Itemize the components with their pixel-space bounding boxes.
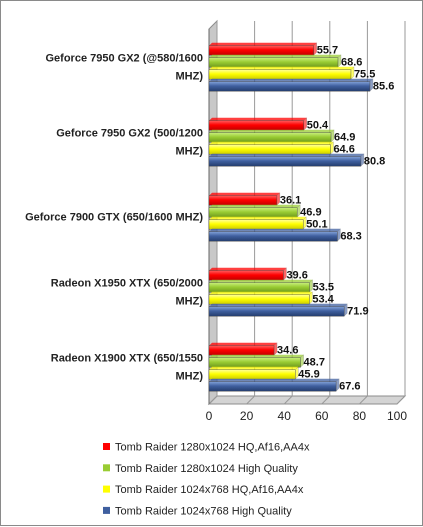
x-tick-label: 20	[240, 409, 254, 423]
data-label: 68.6	[341, 57, 362, 69]
bar-top	[209, 54, 341, 58]
data-label: 45.9	[298, 369, 319, 381]
gridline-floor	[246, 395, 255, 405]
bar	[208, 156, 362, 167]
bar	[208, 219, 304, 230]
bar-top	[209, 129, 335, 133]
x-axis-ticks: 0 20 40 60 80 100	[206, 409, 408, 423]
x-tick-label: 100	[387, 409, 407, 423]
legend-label: Tomb Raider 1280x1024 High Quality	[115, 463, 298, 475]
bar	[208, 369, 296, 380]
category-label: MHZ)	[176, 371, 204, 383]
data-label: 75.5	[354, 69, 375, 81]
data-label: 71.9	[347, 306, 368, 318]
data-label: 50.1	[306, 219, 327, 231]
legend-label: Tomb Raider 1024x768 HQ,Af16,AA4x	[115, 484, 304, 496]
legend-swatch	[103, 485, 110, 493]
bar-top	[209, 66, 354, 70]
bar-top	[209, 216, 307, 220]
bar	[208, 144, 331, 155]
bar	[208, 231, 338, 242]
legend-swatch	[103, 443, 110, 450]
category-label: Radeon X1900 XTX (650/1550	[51, 353, 203, 365]
bar-top	[209, 354, 304, 358]
data-label: 64.6	[333, 144, 354, 156]
category-label: MHZ)	[176, 146, 204, 158]
data-label: 80.8	[364, 156, 385, 168]
bar	[208, 195, 278, 206]
bar	[208, 282, 310, 293]
category-label: Geforce 7950 GX2 (@580/1600	[46, 53, 204, 65]
bar	[208, 345, 275, 356]
bars	[208, 42, 374, 392]
category-label: MHZ)	[176, 296, 204, 308]
bar-top	[209, 192, 280, 196]
category-label: Geforce 7900 GTX (650/1600 MHZ)	[25, 212, 203, 224]
legend-swatch	[103, 464, 110, 472]
legend-label: Tomb Raider 1280x1024 HQ,Af16,AA4x	[115, 442, 310, 454]
data-label: 46.9	[300, 207, 321, 219]
bar	[208, 294, 310, 305]
data-label: 39.6	[286, 270, 307, 282]
bar	[208, 45, 314, 56]
bar-top	[209, 228, 341, 232]
bar	[208, 81, 371, 92]
bar	[208, 381, 337, 392]
legend-swatch	[103, 506, 110, 514]
legend-label: Tomb Raider 1024x768 High Quality	[115, 505, 292, 517]
bar-top	[209, 342, 278, 346]
gridline-floor	[321, 395, 331, 405]
bar	[208, 207, 298, 218]
bar	[208, 357, 301, 368]
category-label: Geforce 7950 GX2 (500/1200	[56, 128, 203, 140]
bar-top	[209, 204, 301, 208]
data-label: 64.9	[334, 132, 355, 144]
data-label: 68.3	[340, 231, 361, 243]
data-label: 85.6	[373, 81, 394, 93]
bar-top	[209, 78, 373, 82]
data-label: 50.4	[307, 120, 329, 132]
gridline-floor	[208, 395, 218, 405]
data-label: 67.6	[339, 381, 360, 393]
plot-floor	[207, 395, 407, 405]
x-tick-label: 60	[315, 409, 329, 423]
bar	[208, 270, 284, 281]
x-tick-label: 40	[278, 409, 292, 423]
bar-top	[209, 141, 334, 145]
data-label: 34.6	[277, 345, 298, 357]
bar-top	[209, 291, 313, 295]
bar-top	[209, 279, 313, 283]
bar-top	[209, 117, 307, 121]
bar-top	[209, 303, 348, 307]
bar	[208, 69, 352, 80]
bar-top	[209, 378, 340, 382]
bar-top	[209, 366, 299, 370]
x-tick-label: 80	[353, 409, 367, 423]
bar	[208, 57, 339, 68]
value-labels: 55.768.675.585.6 50.4 64.964.6 80.8 36.146.9…	[277, 45, 394, 393]
gridline-floor	[396, 395, 406, 405]
gridline-floor	[283, 395, 293, 405]
data-label: 53.5	[313, 282, 334, 294]
bar-top	[209, 153, 364, 157]
category-label: Radeon X1950 XTX (650/2000	[51, 278, 203, 290]
bar-top	[209, 267, 287, 271]
data-label: 53.4	[312, 294, 334, 306]
category-label: MHZ)	[176, 71, 204, 83]
legend: Tomb Raider 1280x1024 HQ,Af16,AA4x Tomb R…	[103, 442, 310, 517]
category-labels: Geforce 7950 GX2 (@580/1600 MHZ) Geforce 7…	[25, 53, 203, 383]
data-label: 36.1	[280, 195, 301, 207]
gridline-floor	[359, 395, 368, 405]
data-label: 55.7	[317, 45, 338, 57]
bar	[208, 120, 304, 131]
data-label: 48.7	[304, 357, 325, 369]
bar	[208, 132, 332, 143]
bar-top	[209, 42, 317, 46]
bar	[208, 306, 345, 317]
x-tick-label: 0	[206, 409, 213, 423]
